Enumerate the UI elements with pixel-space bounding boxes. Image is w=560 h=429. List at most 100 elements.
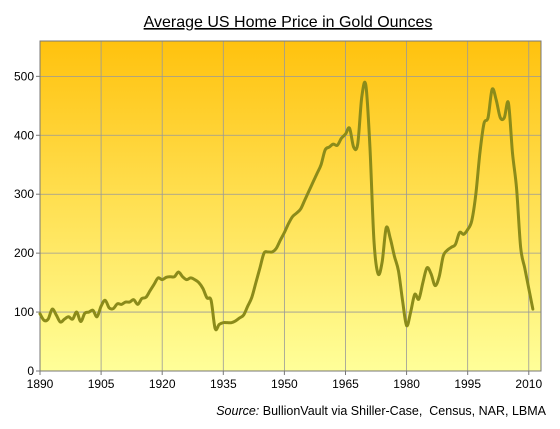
data-point xyxy=(446,249,448,251)
data-point xyxy=(283,231,285,234)
data-point xyxy=(361,96,363,98)
data-point xyxy=(222,322,224,324)
data-point xyxy=(51,308,53,310)
y-tick-label: 400 xyxy=(14,128,34,142)
data-point xyxy=(401,299,404,301)
data-point xyxy=(291,216,294,218)
data-point xyxy=(271,251,273,253)
data-point xyxy=(67,316,70,318)
data-point xyxy=(324,149,326,151)
data-point xyxy=(373,240,375,242)
x-tick-label: 1950 xyxy=(271,377,298,391)
x-tick-label: 1935 xyxy=(210,377,237,391)
data-point xyxy=(487,117,489,119)
data-point xyxy=(385,227,387,229)
data-point xyxy=(528,287,530,290)
data-point xyxy=(532,308,534,310)
data-point xyxy=(129,301,131,303)
y-axis: 0 100 200 300 400 500 xyxy=(14,69,40,378)
data-point xyxy=(471,220,473,222)
data-point xyxy=(369,146,371,148)
y-tick-label: 500 xyxy=(14,69,34,83)
data-point xyxy=(304,199,306,201)
data-point xyxy=(169,276,171,278)
x-tick-label: 2010 xyxy=(515,377,542,391)
data-point xyxy=(320,164,322,166)
x-tick-label: 1905 xyxy=(88,377,115,391)
x-tick-label: 1920 xyxy=(149,377,176,391)
data-point xyxy=(410,311,412,313)
data-point xyxy=(214,327,216,330)
data-point xyxy=(247,305,249,307)
data-point xyxy=(116,303,118,305)
data-point xyxy=(92,309,94,311)
data-point xyxy=(340,137,343,139)
data-point xyxy=(218,323,220,326)
data-point xyxy=(173,276,176,278)
chart-title: Average US Home Price in Gold Ounces xyxy=(144,14,433,31)
data-point xyxy=(397,270,400,272)
data-point xyxy=(450,246,452,248)
data-point xyxy=(316,172,318,175)
data-point xyxy=(312,181,314,184)
data-point xyxy=(414,293,416,295)
data-point xyxy=(133,299,135,301)
data-point xyxy=(63,318,66,320)
data-point xyxy=(287,223,290,225)
data-point xyxy=(202,287,204,290)
data-point xyxy=(210,299,212,301)
data-point xyxy=(267,251,269,253)
data-point xyxy=(137,303,139,306)
data-point xyxy=(255,282,257,284)
data-point xyxy=(348,127,351,129)
data-point xyxy=(503,117,505,119)
data-point xyxy=(234,320,237,322)
data-point xyxy=(275,247,277,250)
data-point xyxy=(238,317,241,319)
data-point xyxy=(43,319,45,321)
data-point xyxy=(524,267,526,269)
y-tick-label: 300 xyxy=(14,187,34,201)
data-point xyxy=(194,279,196,281)
data-point xyxy=(463,233,465,235)
data-point xyxy=(475,193,477,195)
data-point xyxy=(328,146,330,148)
data-point xyxy=(357,143,359,145)
data-point xyxy=(393,255,395,257)
data-point xyxy=(300,208,302,210)
data-point xyxy=(55,314,57,316)
data-point xyxy=(80,320,82,323)
data-point xyxy=(104,299,106,301)
data-point xyxy=(112,307,114,310)
source-text: BullionVault via Shiller-Case, Census, N… xyxy=(259,404,546,418)
data-point xyxy=(100,305,102,307)
gridlines xyxy=(39,41,541,372)
data-point xyxy=(389,237,391,240)
data-point xyxy=(344,133,347,135)
data-point xyxy=(499,117,501,119)
data-point xyxy=(458,231,461,234)
data-point xyxy=(353,146,355,148)
source-label: Source: xyxy=(216,404,259,418)
data-point xyxy=(230,322,233,324)
data-point xyxy=(145,296,147,298)
y-tick-label: 100 xyxy=(14,305,34,319)
data-point xyxy=(88,311,90,313)
data-point xyxy=(365,84,367,86)
x-tick-label: 1995 xyxy=(454,377,481,391)
data-point xyxy=(165,276,167,278)
data-point xyxy=(377,273,379,275)
data-point xyxy=(422,282,424,284)
data-point xyxy=(467,228,469,231)
data-point xyxy=(120,303,123,306)
data-point xyxy=(161,279,163,281)
data-point xyxy=(434,284,436,287)
data-point xyxy=(438,276,440,278)
data-point xyxy=(251,296,253,298)
data-point xyxy=(96,316,98,318)
data-point xyxy=(336,144,338,146)
x-axis: 1890 1905 1920 1935 1950 1965 1980 1995 2010 xyxy=(27,371,542,391)
data-point xyxy=(515,187,518,189)
data-point xyxy=(263,252,265,254)
